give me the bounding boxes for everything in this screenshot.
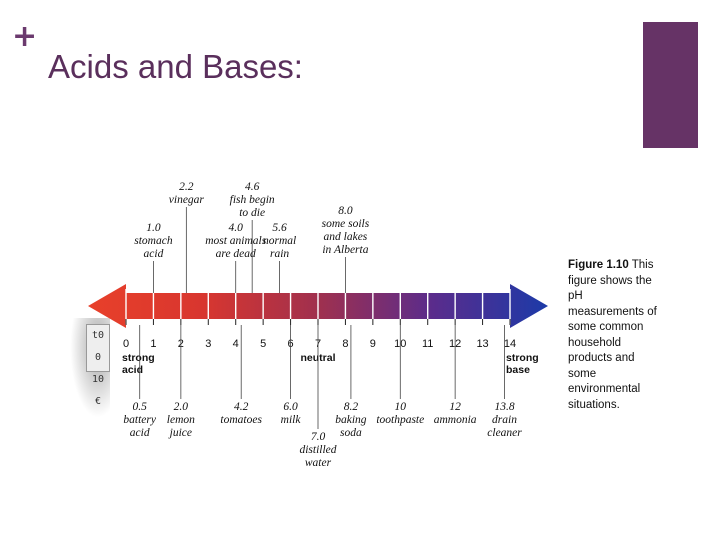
top-annotation-line: 1.0 xyxy=(146,222,161,234)
accent-bar xyxy=(643,22,698,148)
top-annotation-line: some soils xyxy=(322,218,370,230)
top-annotation-line: normal xyxy=(263,235,296,247)
bottom-annotation-line: ammonia xyxy=(434,414,477,426)
top-annotation-line: acid xyxy=(144,248,164,260)
bottom-annotation-line: drain xyxy=(492,414,517,426)
mini-top-text: t0 0 xyxy=(91,330,105,363)
slide-title: Acids and Bases: xyxy=(48,48,303,85)
bottom-annotation-line: toothpaste xyxy=(376,414,424,426)
tick-label-9: 9 xyxy=(370,338,376,350)
bottom-annotation-line: 8.2 xyxy=(344,401,359,413)
top-annotation-line: rain xyxy=(270,248,289,260)
bottom-annotation-line: 7.0 xyxy=(311,431,326,443)
tick-label-8: 8 xyxy=(342,338,348,350)
top-annotation-line: fish begin xyxy=(230,194,275,206)
top-annotation-line: to die xyxy=(239,207,265,219)
top-annotation-line: in Alberta xyxy=(322,244,368,256)
tick-label-5: 5 xyxy=(260,338,266,350)
bottom-annotation-line: 0.5 xyxy=(133,401,148,413)
bottom-annotation-line: milk xyxy=(281,414,302,426)
mini-thumbnail: t0 0 10 € xyxy=(86,324,110,407)
top-annotation-line: 8.0 xyxy=(338,205,353,217)
top-annotation-line: are dead xyxy=(216,248,256,260)
top-annotation-line: 4.6 xyxy=(245,181,260,193)
bottom-annotation-line: 6.0 xyxy=(283,401,298,413)
top-annotation-line: 4.0 xyxy=(229,222,244,234)
bottom-annotation-line: tomatoes xyxy=(220,414,262,426)
bottom-annotation-line: battery xyxy=(123,414,156,426)
tick-label-13: 13 xyxy=(476,338,488,350)
figure-caption: Figure 1.10 This figure shows the pH mea… xyxy=(568,258,658,413)
bottom-annotation-line: juice xyxy=(168,427,192,439)
top-annotation-line: stomach xyxy=(134,235,173,247)
strong-base-label: base xyxy=(506,364,530,376)
top-annotation-line: 2.2 xyxy=(179,181,194,193)
tick-label-14: 14 xyxy=(504,338,516,350)
top-annotation-line: 5.6 xyxy=(272,222,287,234)
bottom-annotation-line: distilled xyxy=(299,444,336,456)
bottom-annotation-line: water xyxy=(305,457,332,469)
mini-bottom-text: 10 € xyxy=(91,374,105,407)
bottom-annotation-line: baking xyxy=(335,414,367,426)
bottom-annotation-line: lemon xyxy=(167,414,195,426)
tick-label-11: 11 xyxy=(422,338,433,350)
strong-acid-label: acid xyxy=(122,364,143,376)
bottom-annotation-line: 4.2 xyxy=(234,401,249,413)
top-annotation-line: and lakes xyxy=(324,231,368,243)
top-annotation-line: vinegar xyxy=(169,194,205,206)
bottom-annotation-line: cleaner xyxy=(487,427,522,439)
ph-scale-diagram: 01234567891011121314strongacidneutralstr… xyxy=(88,181,548,469)
bottom-annotation-line: acid xyxy=(130,427,150,439)
strong-acid-label: strong xyxy=(122,352,155,364)
top-annotation-line: most animals xyxy=(205,235,267,247)
tick-label-3: 3 xyxy=(205,338,211,350)
strong-base-label: strong xyxy=(506,352,539,364)
bottom-annotation-line: 2.0 xyxy=(174,401,189,413)
tick-label-1: 1 xyxy=(150,338,156,350)
bottom-annotation-line: 12 xyxy=(449,401,461,413)
plus-icon: + xyxy=(12,19,38,54)
tick-label-4: 4 xyxy=(233,338,239,350)
bottom-annotation-line: 13.8 xyxy=(494,401,514,413)
tick-label-0: 0 xyxy=(123,338,129,350)
bottom-annotation-line: soda xyxy=(340,427,362,439)
caption-text: This figure shows the pH measurements of… xyxy=(568,259,657,411)
bottom-annotation-line: 10 xyxy=(395,401,407,413)
caption-label: Figure 1.10 xyxy=(568,259,629,271)
